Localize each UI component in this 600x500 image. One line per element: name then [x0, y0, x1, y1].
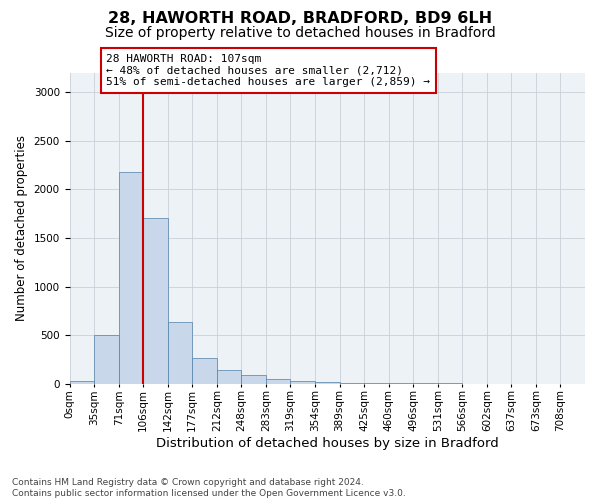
Bar	[119, 172, 143, 384]
Bar	[70, 381, 94, 384]
Bar	[315, 382, 340, 384]
Bar	[217, 370, 241, 384]
Bar	[340, 383, 364, 384]
Bar	[94, 335, 119, 384]
Bar	[290, 381, 315, 384]
Bar	[168, 322, 192, 384]
Bar	[143, 218, 168, 384]
Y-axis label: Number of detached properties: Number of detached properties	[15, 135, 28, 321]
Bar	[364, 383, 389, 384]
Bar	[266, 379, 290, 384]
Bar	[241, 375, 266, 384]
Text: 28 HAWORTH ROAD: 107sqm
← 48% of detached houses are smaller (2,712)
51% of semi: 28 HAWORTH ROAD: 107sqm ← 48% of detache…	[106, 54, 430, 87]
Text: 28, HAWORTH ROAD, BRADFORD, BD9 6LH: 28, HAWORTH ROAD, BRADFORD, BD9 6LH	[108, 11, 492, 26]
X-axis label: Distribution of detached houses by size in Bradford: Distribution of detached houses by size …	[156, 437, 499, 450]
Text: Contains HM Land Registry data © Crown copyright and database right 2024.
Contai: Contains HM Land Registry data © Crown c…	[12, 478, 406, 498]
Bar	[192, 358, 217, 384]
Text: Size of property relative to detached houses in Bradford: Size of property relative to detached ho…	[104, 26, 496, 40]
